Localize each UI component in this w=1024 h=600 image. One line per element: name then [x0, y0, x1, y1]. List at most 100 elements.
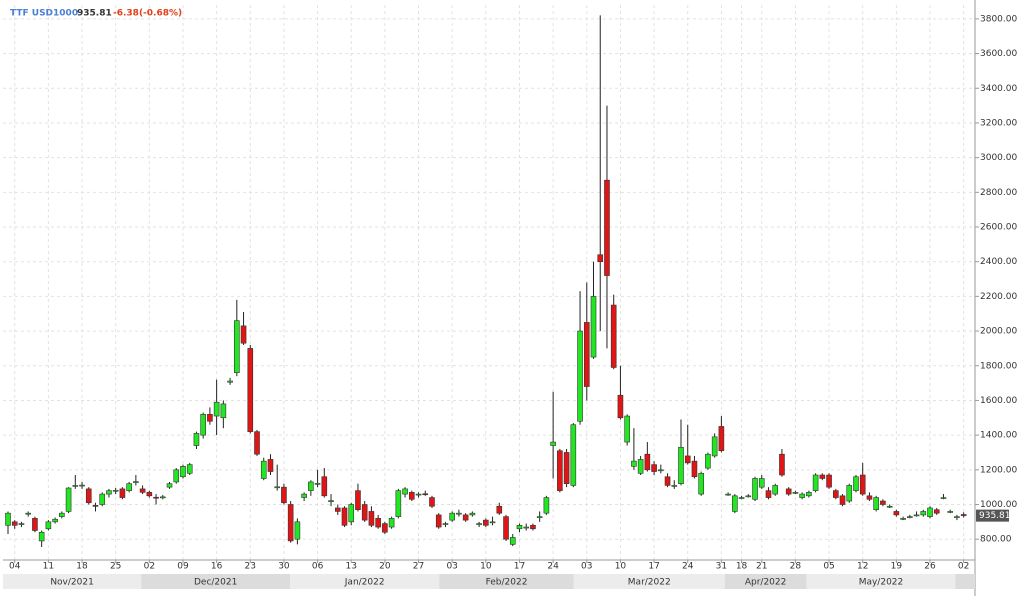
x-tick-label: 20: [379, 562, 391, 572]
candle-body: [664, 476, 671, 486]
candle-body: [301, 493, 307, 498]
candle-body: [940, 497, 947, 499]
candle-body: [435, 514, 442, 528]
candle-body: [281, 486, 287, 504]
candle-body: [449, 512, 455, 521]
candle-body: [577, 330, 583, 422]
candle-body: [859, 474, 866, 495]
x-tick-label: 10: [480, 562, 492, 572]
candle-body: [227, 380, 233, 383]
candle-body: [119, 488, 126, 498]
last-price: 935.81: [77, 9, 112, 19]
x-tick-label: 16: [211, 562, 223, 572]
candle-body: [308, 481, 314, 491]
candle-body: [792, 492, 799, 494]
candle-body: [509, 537, 516, 545]
candle-body: [563, 452, 570, 484]
y-tick-label: 2200.00: [980, 292, 1017, 302]
candle-body: [328, 500, 334, 502]
candle-body: [516, 525, 523, 530]
candle-body: [583, 322, 590, 387]
candle-body: [32, 518, 38, 531]
y-tick-label: 2800.00: [980, 188, 1017, 198]
candle-body: [873, 497, 879, 511]
candle-body: [947, 511, 954, 513]
candle-body: [260, 460, 267, 479]
candle-body: [610, 304, 617, 368]
grid: [3, 5, 975, 560]
candle-body: [234, 320, 240, 373]
candle-body: [456, 512, 462, 515]
candle-body: [738, 497, 745, 499]
candle-body: [523, 526, 530, 529]
x-tick-label: 13: [346, 562, 357, 572]
x-tick-label: 10: [615, 562, 627, 572]
x-tick-label: 21: [756, 562, 767, 572]
candle-body: [732, 495, 738, 512]
candle-body: [658, 469, 664, 472]
candle-body: [159, 496, 166, 499]
y-tick-label: 1200.00: [980, 465, 1017, 475]
x-tick-label: 12: [857, 562, 868, 572]
candle-body: [866, 495, 873, 500]
candle-body: [718, 426, 725, 452]
candle-body: [59, 512, 65, 517]
x-tick-label: 18: [736, 562, 748, 572]
y-tick-label: 3400.00: [980, 84, 1017, 94]
candles: [5, 15, 967, 547]
month-label: Mar/2022: [628, 578, 671, 588]
month-label: Apr/2022: [745, 578, 787, 588]
month-band: [3, 574, 142, 589]
y-tick-label: 3200.00: [980, 118, 1017, 128]
x-tick-label: 03: [581, 562, 592, 572]
candle-body: [893, 511, 900, 516]
candle-body: [913, 514, 920, 517]
y-tick-label: 1600.00: [980, 396, 1017, 406]
candle-body: [52, 518, 58, 523]
candle-body: [907, 516, 913, 518]
candle-body: [200, 414, 206, 436]
candle-body: [678, 446, 684, 484]
candle-body: [429, 497, 435, 507]
month-label: Nov/2021: [50, 578, 94, 588]
candle-body: [274, 486, 281, 489]
last-price-label: 935.81: [979, 511, 1011, 521]
candle-body: [886, 505, 893, 508]
candle-body: [112, 489, 119, 492]
candle-body: [711, 436, 718, 457]
candle-body: [832, 490, 839, 498]
candle-body: [11, 521, 18, 526]
y-tick-label: 3600.00: [980, 49, 1017, 59]
candle-body: [644, 453, 651, 471]
candle-body: [442, 523, 449, 525]
candle-body: [422, 493, 429, 496]
candle-body: [839, 495, 846, 505]
candle-body: [388, 518, 395, 528]
candle-body: [476, 523, 482, 525]
candle-body: [341, 507, 348, 526]
candle-body: [557, 450, 563, 491]
candle-body: [725, 493, 731, 496]
last-price-box: [976, 509, 1009, 522]
candle-body: [382, 523, 388, 533]
candle-body: [207, 414, 213, 422]
x-tick-label: 26: [924, 562, 936, 572]
candle-body: [166, 483, 173, 488]
candle-body: [213, 401, 220, 417]
candle-body: [752, 478, 758, 500]
candle-body: [173, 469, 180, 483]
candle-body: [933, 509, 940, 514]
candle-body: [375, 518, 381, 528]
month-band: [439, 574, 574, 589]
axes: 800.00 1000.00 1200.00 1400.00 1600.00 1800.0…: [3, 14, 1017, 589]
candle-body: [826, 474, 832, 488]
candle-body: [180, 466, 186, 478]
candle-body: [294, 521, 301, 540]
price-change: -6.38(-0.68%): [113, 9, 182, 19]
candle-body: [570, 424, 577, 486]
candle-body: [106, 490, 112, 495]
x-tick-label: 09: [177, 562, 189, 572]
x-tick-label: 02: [958, 562, 969, 572]
